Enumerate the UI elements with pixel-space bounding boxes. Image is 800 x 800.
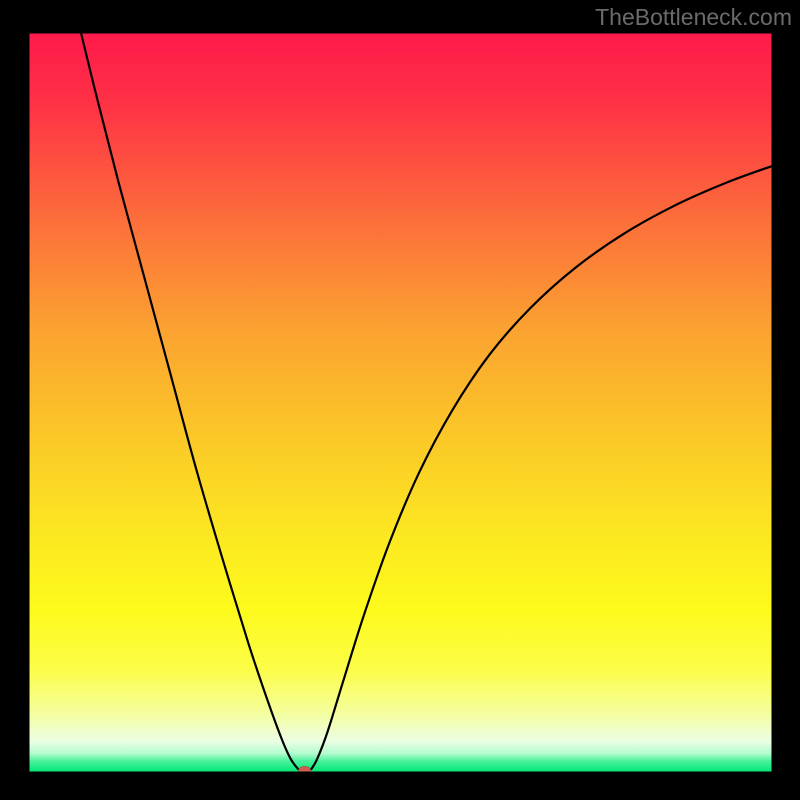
gradient-background bbox=[29, 33, 772, 772]
chart-container: TheBottleneck.com bbox=[0, 0, 800, 800]
bottleneck-chart bbox=[0, 0, 800, 800]
watermark-text: TheBottleneck.com bbox=[595, 4, 792, 31]
